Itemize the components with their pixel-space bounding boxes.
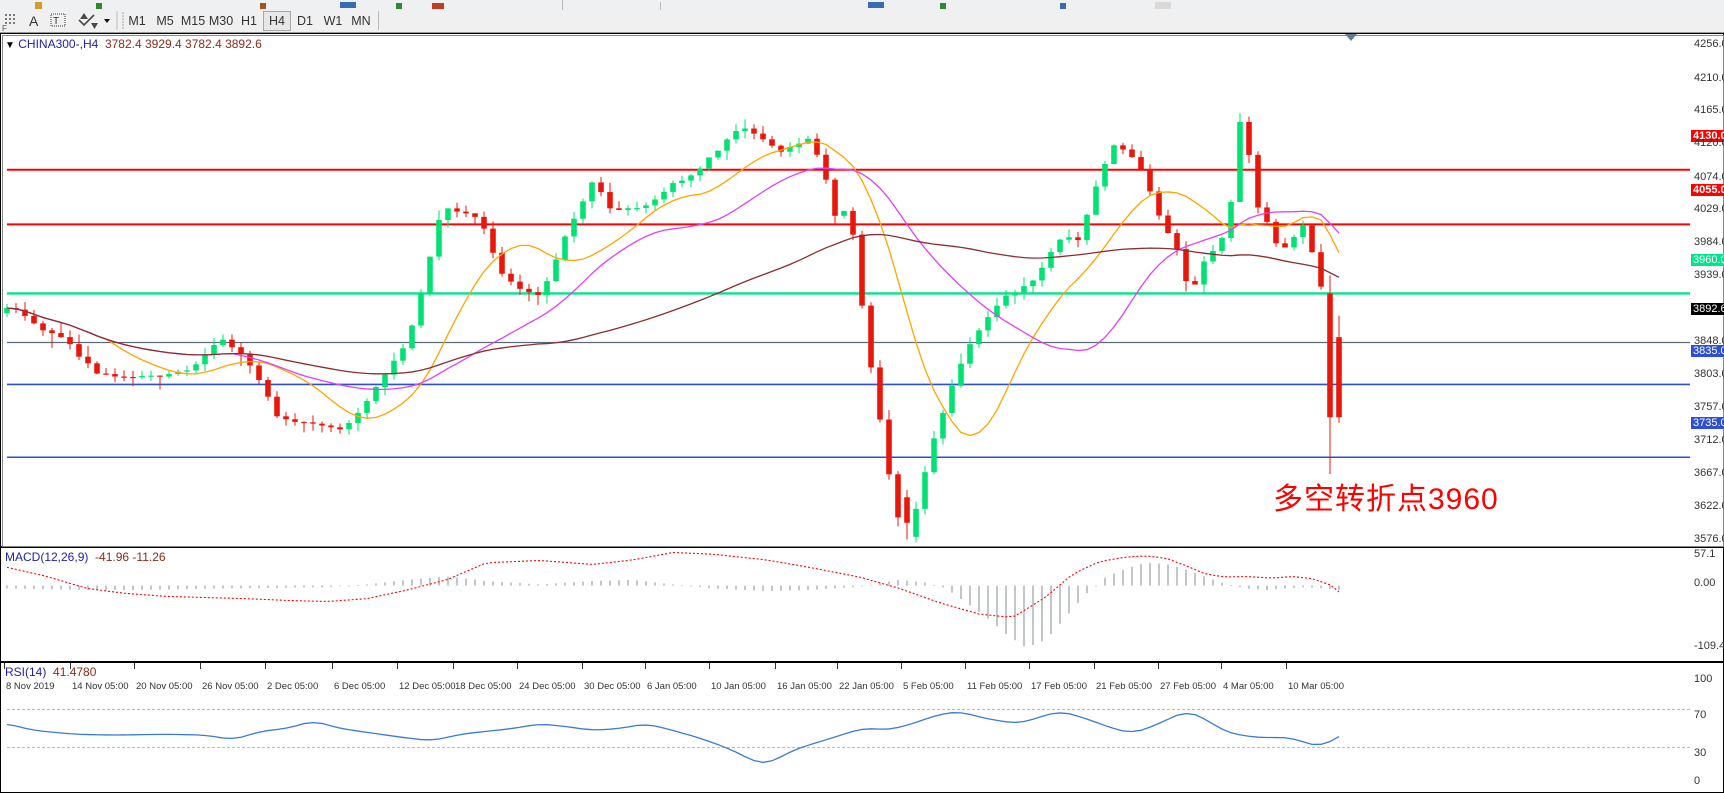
- svg-text:F: F: [2, 24, 7, 32]
- svg-text:A: A: [29, 13, 39, 29]
- svg-text:T: T: [53, 16, 59, 27]
